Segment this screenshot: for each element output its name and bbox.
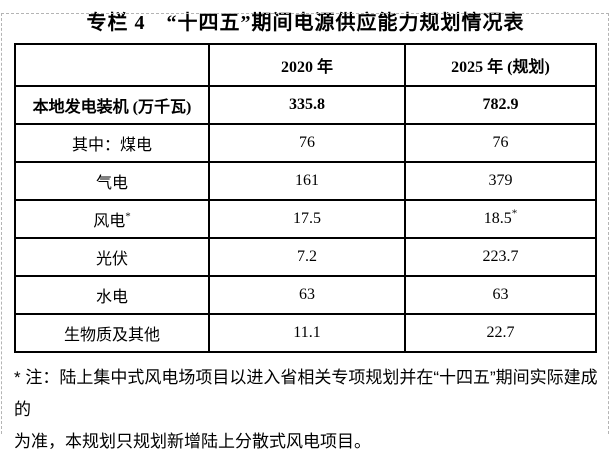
value-2020-cell: 17.5 bbox=[208, 199, 406, 239]
value-2025-cell: 782.9 bbox=[404, 85, 597, 125]
value-2020-cell: 335.8 bbox=[208, 85, 406, 125]
value-2020-cell: 11.1 bbox=[208, 313, 406, 353]
footnote-line-1: * 注：陆上集中式风电场项目以进入省相关专项规划并在“十四五”期间实际建成的 bbox=[14, 368, 598, 419]
table-row-gas: 气电 161 379 bbox=[14, 161, 597, 201]
value-2025-cell: 76 bbox=[404, 123, 597, 163]
table-row-biomass: 生物质及其他 11.1 22.7 bbox=[14, 313, 597, 353]
value-2025-cell: 18.5* bbox=[404, 199, 597, 239]
value-2020-cell: 161 bbox=[208, 161, 406, 201]
row-label-cell: 光伏 bbox=[14, 237, 210, 277]
table-row-coal: 其中：煤电 76 76 bbox=[14, 123, 597, 163]
value-2020-cell: 7.2 bbox=[208, 237, 406, 277]
row-label-cell: 其中：煤电 bbox=[14, 123, 210, 163]
table-row-solar: 光伏 7.2 223.7 bbox=[14, 237, 597, 277]
power-supply-plan-table: 2020 年 2025 年 (规划) 本地发电装机 (万千瓦) 335.8 78… bbox=[14, 43, 597, 353]
value-2020-cell: 76 bbox=[208, 123, 406, 163]
value-2025-cell: 63 bbox=[404, 275, 597, 315]
table-footnote: * 注：陆上集中式风电场项目以进入省相关专项规划并在“十四五”期间实际建成的 为… bbox=[14, 362, 601, 458]
table-row-hydro: 水电 63 63 bbox=[14, 275, 597, 315]
row-label-cell: 水电 bbox=[14, 275, 210, 315]
header-2020-cell: 2020 年 bbox=[208, 43, 406, 87]
value-2025-cell: 22.7 bbox=[404, 313, 597, 353]
table-row-total: 本地发电装机 (万千瓦) 335.8 782.9 bbox=[14, 85, 597, 125]
page-title: 专栏 4 “十四五”期间电源供应能力规划情况表 bbox=[86, 12, 525, 34]
row-label-cell: 本地发电装机 (万千瓦) bbox=[14, 85, 210, 125]
table-row-wind: 风电* 17.5 18.5* bbox=[14, 199, 597, 239]
value-2025-cell: 223.7 bbox=[404, 237, 597, 277]
row-label-cell: 气电 bbox=[14, 161, 210, 201]
header-blank-cell bbox=[14, 43, 210, 87]
header-2025-cell: 2025 年 (规划) bbox=[404, 43, 597, 87]
value-2025-cell: 379 bbox=[404, 161, 597, 201]
row-label-cell: 生物质及其他 bbox=[14, 313, 210, 353]
row-label-cell: 风电* bbox=[14, 199, 210, 239]
value-2020-cell: 63 bbox=[208, 275, 406, 315]
footnote-asterisk: * bbox=[511, 207, 518, 220]
footnote-line-2: 为准，本规划只规划新增陆上分散式风电项目。 bbox=[14, 432, 371, 451]
table-header-row: 2020 年 2025 年 (规划) bbox=[14, 43, 597, 87]
footnote-asterisk: * bbox=[125, 210, 131, 223]
